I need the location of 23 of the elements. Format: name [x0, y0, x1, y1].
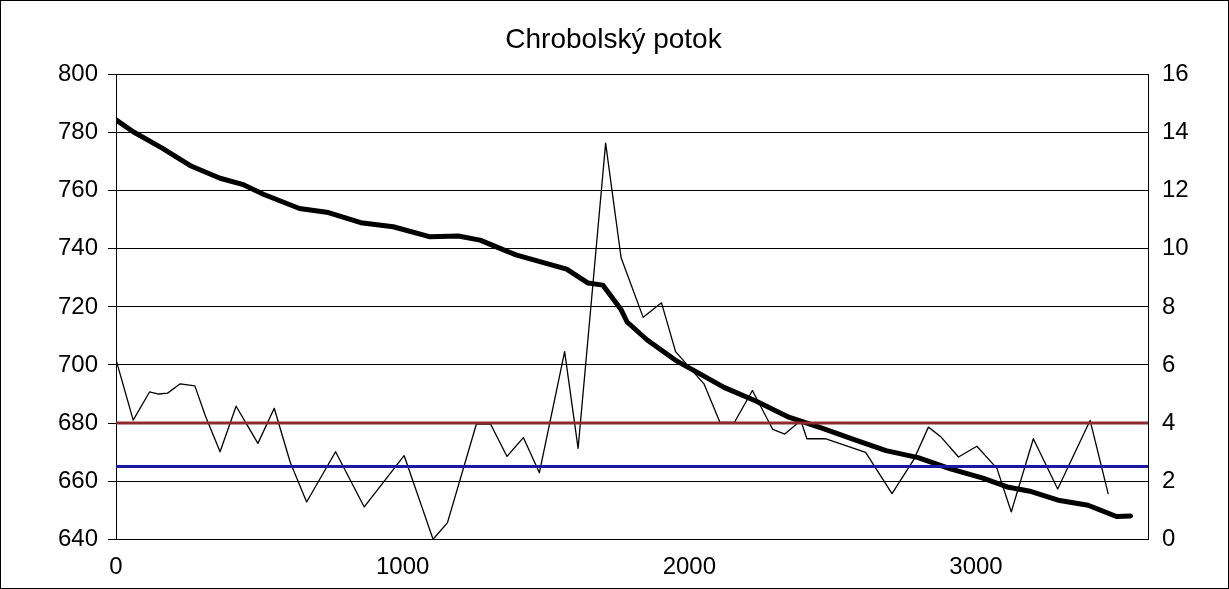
y-tick-label: 640 — [57, 523, 98, 551]
y2-tick-label: 10 — [1162, 233, 1189, 261]
y2-tick-label: 14 — [1162, 117, 1189, 145]
y-tick-label: 740 — [57, 233, 98, 261]
y-tick-label: 680 — [57, 407, 98, 435]
y2-tick-label: 8 — [1162, 291, 1176, 319]
x-tick-label: 0 — [109, 552, 123, 580]
y-tick-label: 800 — [57, 59, 98, 87]
y-tick-label: 760 — [57, 175, 98, 203]
y2-tick-label: 2 — [1162, 465, 1176, 493]
x-tick-label: 1000 — [375, 552, 430, 580]
y2-tick-label: 12 — [1162, 175, 1189, 203]
y-tick-label: 720 — [57, 291, 98, 319]
y2-tick-label: 16 — [1162, 59, 1189, 87]
y2-tick-label: 0 — [1162, 523, 1176, 551]
y2-tick-label: 6 — [1162, 349, 1176, 377]
y-tick-label: 660 — [57, 465, 98, 493]
y2-tick-label: 4 — [1162, 407, 1176, 435]
x-tick-label: 3000 — [949, 552, 1003, 580]
x-tick-label: 2000 — [662, 552, 717, 580]
y-tick-label: 780 — [57, 117, 98, 145]
y-tick-label: 700 — [57, 349, 98, 377]
chart-title: Chrobolský potok — [505, 22, 723, 54]
